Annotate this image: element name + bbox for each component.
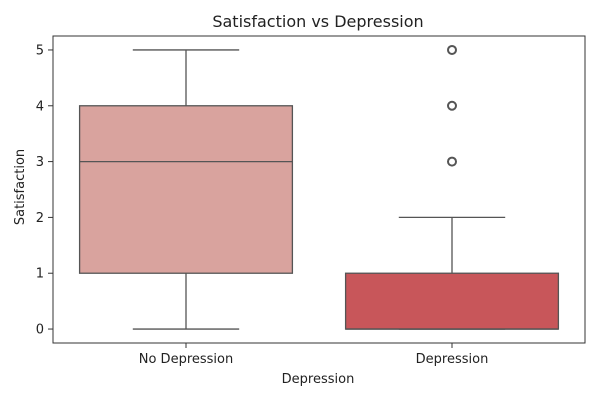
y-tick-label: 3 xyxy=(36,155,44,170)
y-tick-label: 0 xyxy=(36,323,44,338)
box-group-1 xyxy=(344,44,560,330)
plot-area: 0 1 2 3 4 5 No Depression Depression xyxy=(36,35,586,367)
y-tick-label: 1 xyxy=(36,267,44,282)
chart-title: Satisfaction vs Depression xyxy=(212,12,423,31)
x-axis-label: Depression xyxy=(282,372,355,387)
outlier-point xyxy=(447,156,457,167)
outlier-point xyxy=(447,100,457,111)
x-tick-label: No Depression xyxy=(139,352,233,367)
y-axis-label: Satisfaction xyxy=(13,149,28,225)
y-tick-label: 4 xyxy=(36,99,44,114)
box-group-0 xyxy=(78,49,294,330)
y-tick-label: 2 xyxy=(36,211,44,226)
x-tick-label: Depression xyxy=(416,352,489,367)
plot-frame xyxy=(52,35,586,344)
outlier-point xyxy=(447,44,457,55)
box-iqr xyxy=(78,105,294,274)
y-tick-label: 5 xyxy=(36,43,44,58)
box-iqr xyxy=(344,272,560,330)
